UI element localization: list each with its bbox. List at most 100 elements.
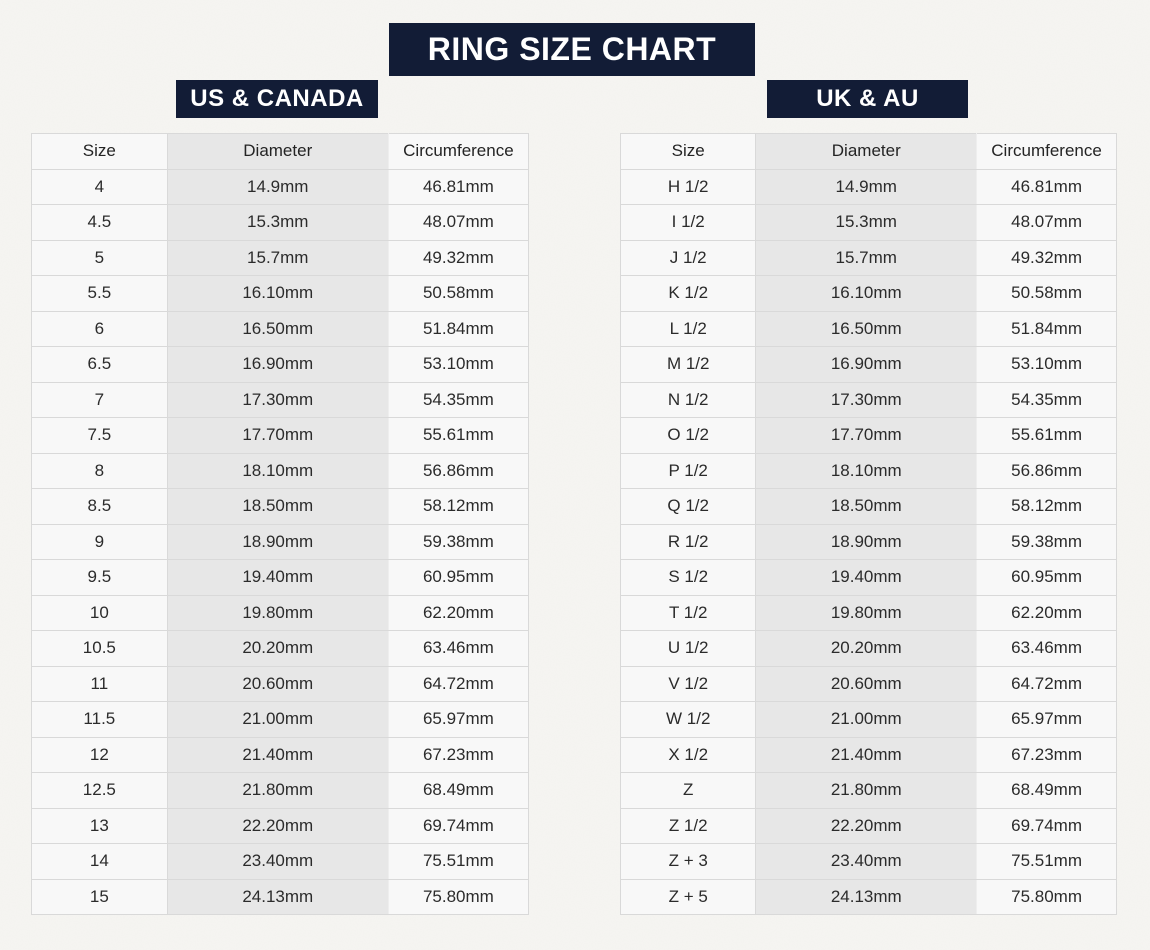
size-cell: 14 bbox=[31, 843, 168, 880]
circumference-cell: 54.35mm bbox=[976, 381, 1117, 418]
table-row: Z 21.80mm 68.49mm bbox=[619, 772, 1117, 809]
size-cell: 13 bbox=[31, 807, 168, 844]
circumference-cell: 62.20mm bbox=[387, 594, 530, 631]
diameter-cell: 18.90mm bbox=[755, 523, 978, 560]
diameter-cell: 15.3mm bbox=[166, 204, 389, 241]
circumference-cell: 51.84mm bbox=[387, 310, 530, 347]
table-row: J 1/2 15.7mm 49.32mm bbox=[619, 239, 1117, 276]
us-canada-table: Size Diameter Circumference 4 14.9mm 46.81… bbox=[31, 133, 530, 915]
table-row: X 1/2 21.40mm 67.23mm bbox=[619, 736, 1117, 773]
size-cell: 6 bbox=[31, 310, 168, 347]
circumference-cell: 69.74mm bbox=[387, 807, 530, 844]
size-cell: Z 1/2 bbox=[619, 807, 757, 844]
size-cell: 10.5 bbox=[31, 630, 168, 667]
diameter-cell: 16.90mm bbox=[755, 346, 978, 383]
circumference-cell: 51.84mm bbox=[976, 310, 1117, 347]
table-row: M 1/2 16.90mm 53.10mm bbox=[619, 346, 1117, 383]
diameter-cell: 16.10mm bbox=[755, 275, 978, 312]
table-row: T 1/2 19.80mm 62.20mm bbox=[619, 594, 1117, 631]
size-cell: R 1/2 bbox=[619, 523, 757, 560]
diameter-cell: 19.40mm bbox=[166, 559, 389, 596]
table-row: 9.5 19.40mm 60.95mm bbox=[31, 559, 530, 596]
circumference-cell: 75.80mm bbox=[387, 878, 530, 915]
diameter-cell: 19.80mm bbox=[755, 594, 978, 631]
table-row: H 1/2 14.9mm 46.81mm bbox=[619, 168, 1117, 205]
diameter-cell: 18.10mm bbox=[166, 452, 389, 489]
diameter-cell: 24.13mm bbox=[755, 878, 978, 915]
diameter-cell: 16.50mm bbox=[166, 310, 389, 347]
circumference-cell: 58.12mm bbox=[976, 488, 1117, 525]
diameter-cell: 21.80mm bbox=[166, 772, 389, 809]
us-canada-table-header: Size Diameter Circumference bbox=[31, 133, 530, 170]
size-cell: 6.5 bbox=[31, 346, 168, 383]
circumference-cell: 54.35mm bbox=[387, 381, 530, 418]
diameter-cell: 17.30mm bbox=[755, 381, 978, 418]
size-cell: 8 bbox=[31, 452, 168, 489]
size-cell: Z bbox=[619, 772, 757, 809]
diameter-cell: 15.3mm bbox=[755, 204, 978, 241]
circumference-cell: 67.23mm bbox=[387, 736, 530, 773]
circumference-cell: 53.10mm bbox=[976, 346, 1117, 383]
circumference-cell: 64.72mm bbox=[976, 665, 1117, 702]
circumference-cell: 64.72mm bbox=[387, 665, 530, 702]
circumference-cell: 48.07mm bbox=[387, 204, 530, 241]
size-cell: S 1/2 bbox=[619, 559, 757, 596]
circumference-cell: 48.07mm bbox=[976, 204, 1117, 241]
circumference-cell: 49.32mm bbox=[976, 239, 1117, 276]
size-cell: 5.5 bbox=[31, 275, 168, 312]
circumference-cell: 67.23mm bbox=[976, 736, 1117, 773]
table-row: 12 21.40mm 67.23mm bbox=[31, 736, 530, 773]
size-cell: Z + 3 bbox=[619, 843, 757, 880]
size-cell: 4 bbox=[31, 168, 168, 205]
table-row: 14 23.40mm 75.51mm bbox=[31, 843, 530, 880]
size-cell: 11.5 bbox=[31, 701, 168, 738]
circumference-cell: 75.51mm bbox=[976, 843, 1117, 880]
table-row: 4.5 15.3mm 48.07mm bbox=[31, 204, 530, 241]
table-row: 8.5 18.50mm 58.12mm bbox=[31, 488, 530, 525]
size-cell: 5 bbox=[31, 239, 168, 276]
table-row: 13 22.20mm 69.74mm bbox=[31, 807, 530, 844]
table-row: 8 18.10mm 56.86mm bbox=[31, 452, 530, 489]
size-cell: H 1/2 bbox=[619, 168, 757, 205]
size-cell: 8.5 bbox=[31, 488, 168, 525]
table-row: 5.5 16.10mm 50.58mm bbox=[31, 275, 530, 312]
size-cell: I 1/2 bbox=[619, 204, 757, 241]
circumference-cell: 50.58mm bbox=[976, 275, 1117, 312]
table-row: 15 24.13mm 75.80mm bbox=[31, 878, 530, 915]
uk-au-table-body: H 1/2 14.9mm 46.81mm I 1/2 15.3mm 48.07mm J 1/… bbox=[619, 168, 1117, 915]
table-row: K 1/2 16.10mm 50.58mm bbox=[619, 275, 1117, 312]
us-canada-table-body: 4 14.9mm 46.81mm 4.5 15.3mm 48.07mm 5 15.7mm 49.… bbox=[31, 168, 530, 915]
diameter-cell: 16.10mm bbox=[166, 275, 389, 312]
uk-au-table-container: Size Diameter Circumference H 1/2 14.9mm 4… bbox=[619, 133, 1117, 915]
circumference-cell: 49.32mm bbox=[387, 239, 530, 276]
circumference-cell: 60.95mm bbox=[976, 559, 1117, 596]
table-row: L 1/2 16.50mm 51.84mm bbox=[619, 310, 1117, 347]
circumference-cell: 50.58mm bbox=[387, 275, 530, 312]
circumference-cell: 60.95mm bbox=[387, 559, 530, 596]
diameter-cell: 23.40mm bbox=[755, 843, 978, 880]
uk-au-table: Size Diameter Circumference H 1/2 14.9mm 4… bbox=[619, 133, 1117, 915]
circumference-cell: 63.46mm bbox=[976, 630, 1117, 667]
diameter-cell: 17.70mm bbox=[166, 417, 389, 454]
diameter-cell: 18.90mm bbox=[166, 523, 389, 560]
size-cell: W 1/2 bbox=[619, 701, 757, 738]
diameter-cell: 16.90mm bbox=[166, 346, 389, 383]
circumference-cell: 55.61mm bbox=[387, 417, 530, 454]
size-cell: O 1/2 bbox=[619, 417, 757, 454]
table-row: 7.5 17.70mm 55.61mm bbox=[31, 417, 530, 454]
size-cell: T 1/2 bbox=[619, 594, 757, 631]
table-row: 10.5 20.20mm 63.46mm bbox=[31, 630, 530, 667]
circumference-cell: 55.61mm bbox=[976, 417, 1117, 454]
diameter-cell: 15.7mm bbox=[166, 239, 389, 276]
table-row: Z 1/2 22.20mm 69.74mm bbox=[619, 807, 1117, 844]
diameter-cell: 18.10mm bbox=[755, 452, 978, 489]
table-row: Z + 3 23.40mm 75.51mm bbox=[619, 843, 1117, 880]
circumference-cell: 69.74mm bbox=[976, 807, 1117, 844]
circumference-cell: 75.51mm bbox=[387, 843, 530, 880]
table-row: 5 15.7mm 49.32mm bbox=[31, 239, 530, 276]
diameter-cell: 16.50mm bbox=[755, 310, 978, 347]
size-cell: Z + 5 bbox=[619, 878, 757, 915]
table-row: V 1/2 20.60mm 64.72mm bbox=[619, 665, 1117, 702]
circumference-cell: 68.49mm bbox=[387, 772, 530, 809]
header-row: Size Diameter Circumference bbox=[31, 133, 530, 170]
